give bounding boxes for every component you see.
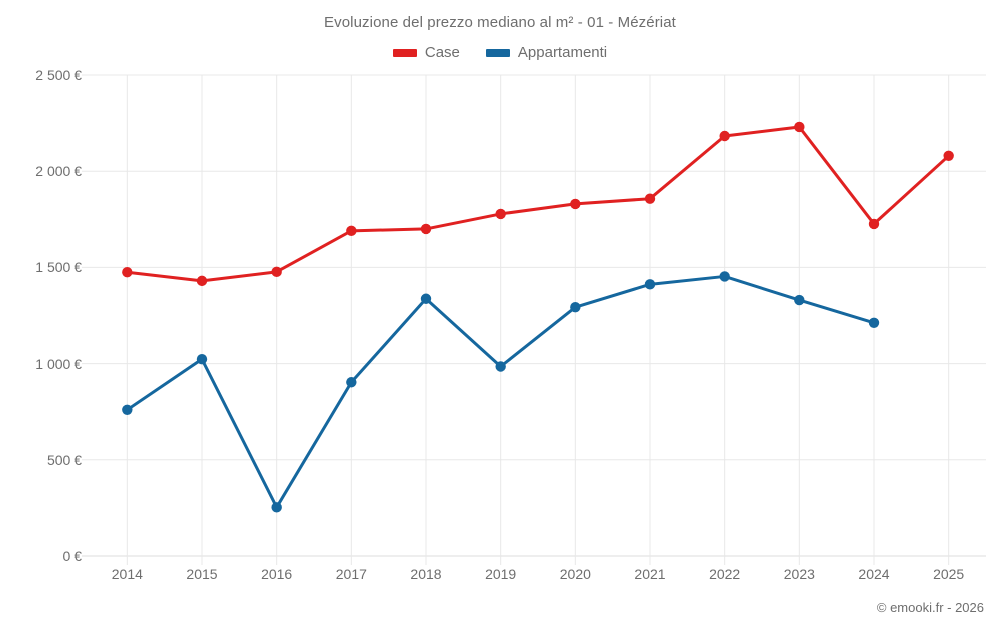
- x-tick-label: 2020: [559, 566, 591, 582]
- data-point[interactable]: [271, 266, 282, 278]
- legend-label-case: Case: [424, 44, 460, 61]
- data-point[interactable]: [719, 271, 730, 282]
- chart-legend: Case Appartamenti: [0, 44, 1000, 61]
- x-tick-label: 2023: [783, 566, 815, 582]
- x-tick-label: 2024: [858, 566, 890, 582]
- x-tick-label: 2015: [186, 566, 218, 582]
- data-point[interactable]: [570, 302, 581, 313]
- y-tick-label: 2 000 €: [35, 163, 82, 180]
- x-tick-label: 2021: [634, 566, 666, 582]
- data-point[interactable]: [122, 404, 133, 415]
- y-axis: 0 € 500 € 1 000 € 1 500 € 2 000 € 2 500 €: [0, 0, 82, 625]
- data-point[interactable]: [196, 353, 208, 365]
- series-line-case: [125, 125, 951, 283]
- data-point[interactable]: [420, 293, 432, 304]
- data-point[interactable]: [495, 208, 506, 220]
- data-point[interactable]: [644, 193, 656, 204]
- data-point[interactable]: [868, 317, 880, 329]
- data-point[interactable]: [794, 294, 805, 306]
- legend-label-appartamenti: Appartamenti: [517, 44, 608, 61]
- x-tick-label: 2014: [111, 566, 143, 582]
- legend-item-case[interactable]: Case: [392, 44, 460, 61]
- data-point[interactable]: [346, 225, 357, 237]
- y-tick-label: 0 €: [62, 548, 82, 564]
- x-tick-label: 2017: [335, 566, 367, 582]
- legend-swatch-case: [392, 48, 417, 57]
- data-point[interactable]: [196, 275, 208, 287]
- legend-item-appartamenti[interactable]: Appartamenti: [485, 44, 608, 61]
- y-tick-label: 2 500 €: [35, 67, 82, 83]
- data-point[interactable]: [719, 130, 730, 142]
- x-tick-label: 2018: [410, 566, 442, 582]
- x-tick-label: 2019: [485, 566, 517, 582]
- x-tick-label: 2022: [709, 566, 741, 582]
- x-tick-label: 2025: [933, 566, 965, 582]
- data-point[interactable]: [495, 361, 506, 372]
- data-point[interactable]: [122, 267, 133, 278]
- credit-text: © emooki.fr - 2026: [876, 600, 984, 615]
- data-point[interactable]: [346, 377, 357, 388]
- data-point[interactable]: [570, 198, 581, 210]
- data-point[interactable]: [644, 279, 656, 290]
- data-point[interactable]: [794, 121, 805, 133]
- data-point[interactable]: [868, 218, 880, 230]
- y-tick-label: 1 500 €: [35, 259, 82, 276]
- y-tick-label: 500 €: [46, 451, 82, 468]
- chart-title: Evoluzione del prezzo mediano al m² - 01…: [324, 14, 676, 31]
- data-point[interactable]: [420, 223, 432, 235]
- data-point[interactable]: [943, 150, 954, 162]
- data-point[interactable]: [271, 502, 282, 513]
- y-tick-label: 1 000 €: [35, 355, 82, 372]
- legend-swatch-appartamenti: [485, 48, 510, 57]
- x-tick-label: 2016: [261, 566, 293, 582]
